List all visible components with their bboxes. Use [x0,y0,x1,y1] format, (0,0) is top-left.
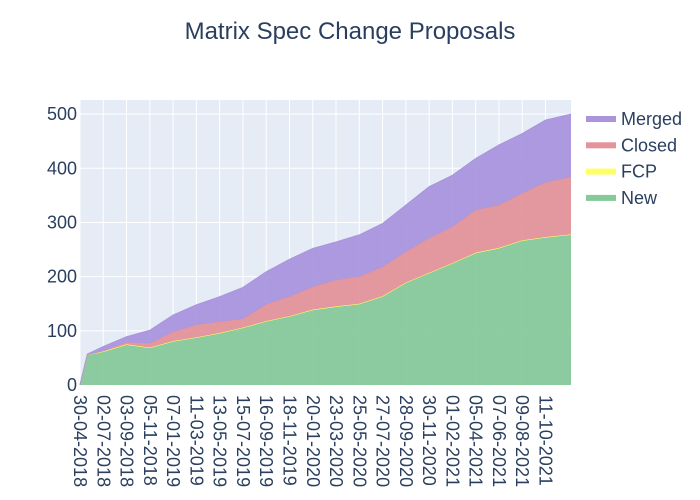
x-tick-label: 16-09-2019 [256,395,276,487]
y-tick-label: 500 [47,104,77,124]
x-tick-label: 28-09-2020 [396,395,416,487]
y-tick-label: 0 [67,375,77,395]
x-tick-label: 23-03-2020 [326,395,346,487]
legend-swatch-new [586,194,616,201]
x-tick-label: 07-01-2019 [163,395,183,487]
x-tick-label: 13-05-2019 [210,395,230,487]
chart-title: Matrix Spec Change Proposals [184,18,516,45]
x-tick-label: 30-04-2018 [70,395,90,487]
x-tick-label: 05-11-2018 [140,395,160,486]
y-tick-label: 200 [47,267,77,287]
x-tick-label: 20-01-2020 [303,395,323,487]
x-tick-label: 25-05-2020 [349,395,369,487]
x-tick-label: 03-09-2018 [117,395,137,487]
area-new [80,234,571,385]
y-tick-label: 400 [47,158,77,178]
x-tick-label: 27-07-2020 [373,395,393,487]
x-tick-label: 05-04-2021 [466,395,486,487]
x-tick-label: 15-07-2019 [233,395,253,487]
legend-label-fcp: FCP [621,162,657,182]
legend-swatch-fcp [586,168,616,175]
legend-swatch-merged [586,116,616,122]
legend-label-merged: Merged [621,109,682,129]
x-tick-label: 02-07-2018 [93,395,113,487]
x-tick-label: 30-11-2020 [419,395,439,486]
x-tick-label: 09-08-2021 [512,395,532,487]
x-tick-label: 01-02-2021 [442,395,462,487]
area-merged [80,114,571,385]
legend-label-closed: Closed [621,135,677,155]
y-tick-label: 300 [47,212,77,232]
legend-label-new: New [621,188,658,208]
x-tick-label: 11-10-2021 [536,395,556,486]
x-tick-label: 07-06-2021 [489,395,509,487]
line-merged [79,113,572,386]
x-tick-label: 18-11-2019 [279,395,299,486]
x-tick-label: 11-03-2019 [186,395,206,486]
legend-swatch-closed [586,142,616,149]
y-tick-label: 100 [47,321,77,341]
